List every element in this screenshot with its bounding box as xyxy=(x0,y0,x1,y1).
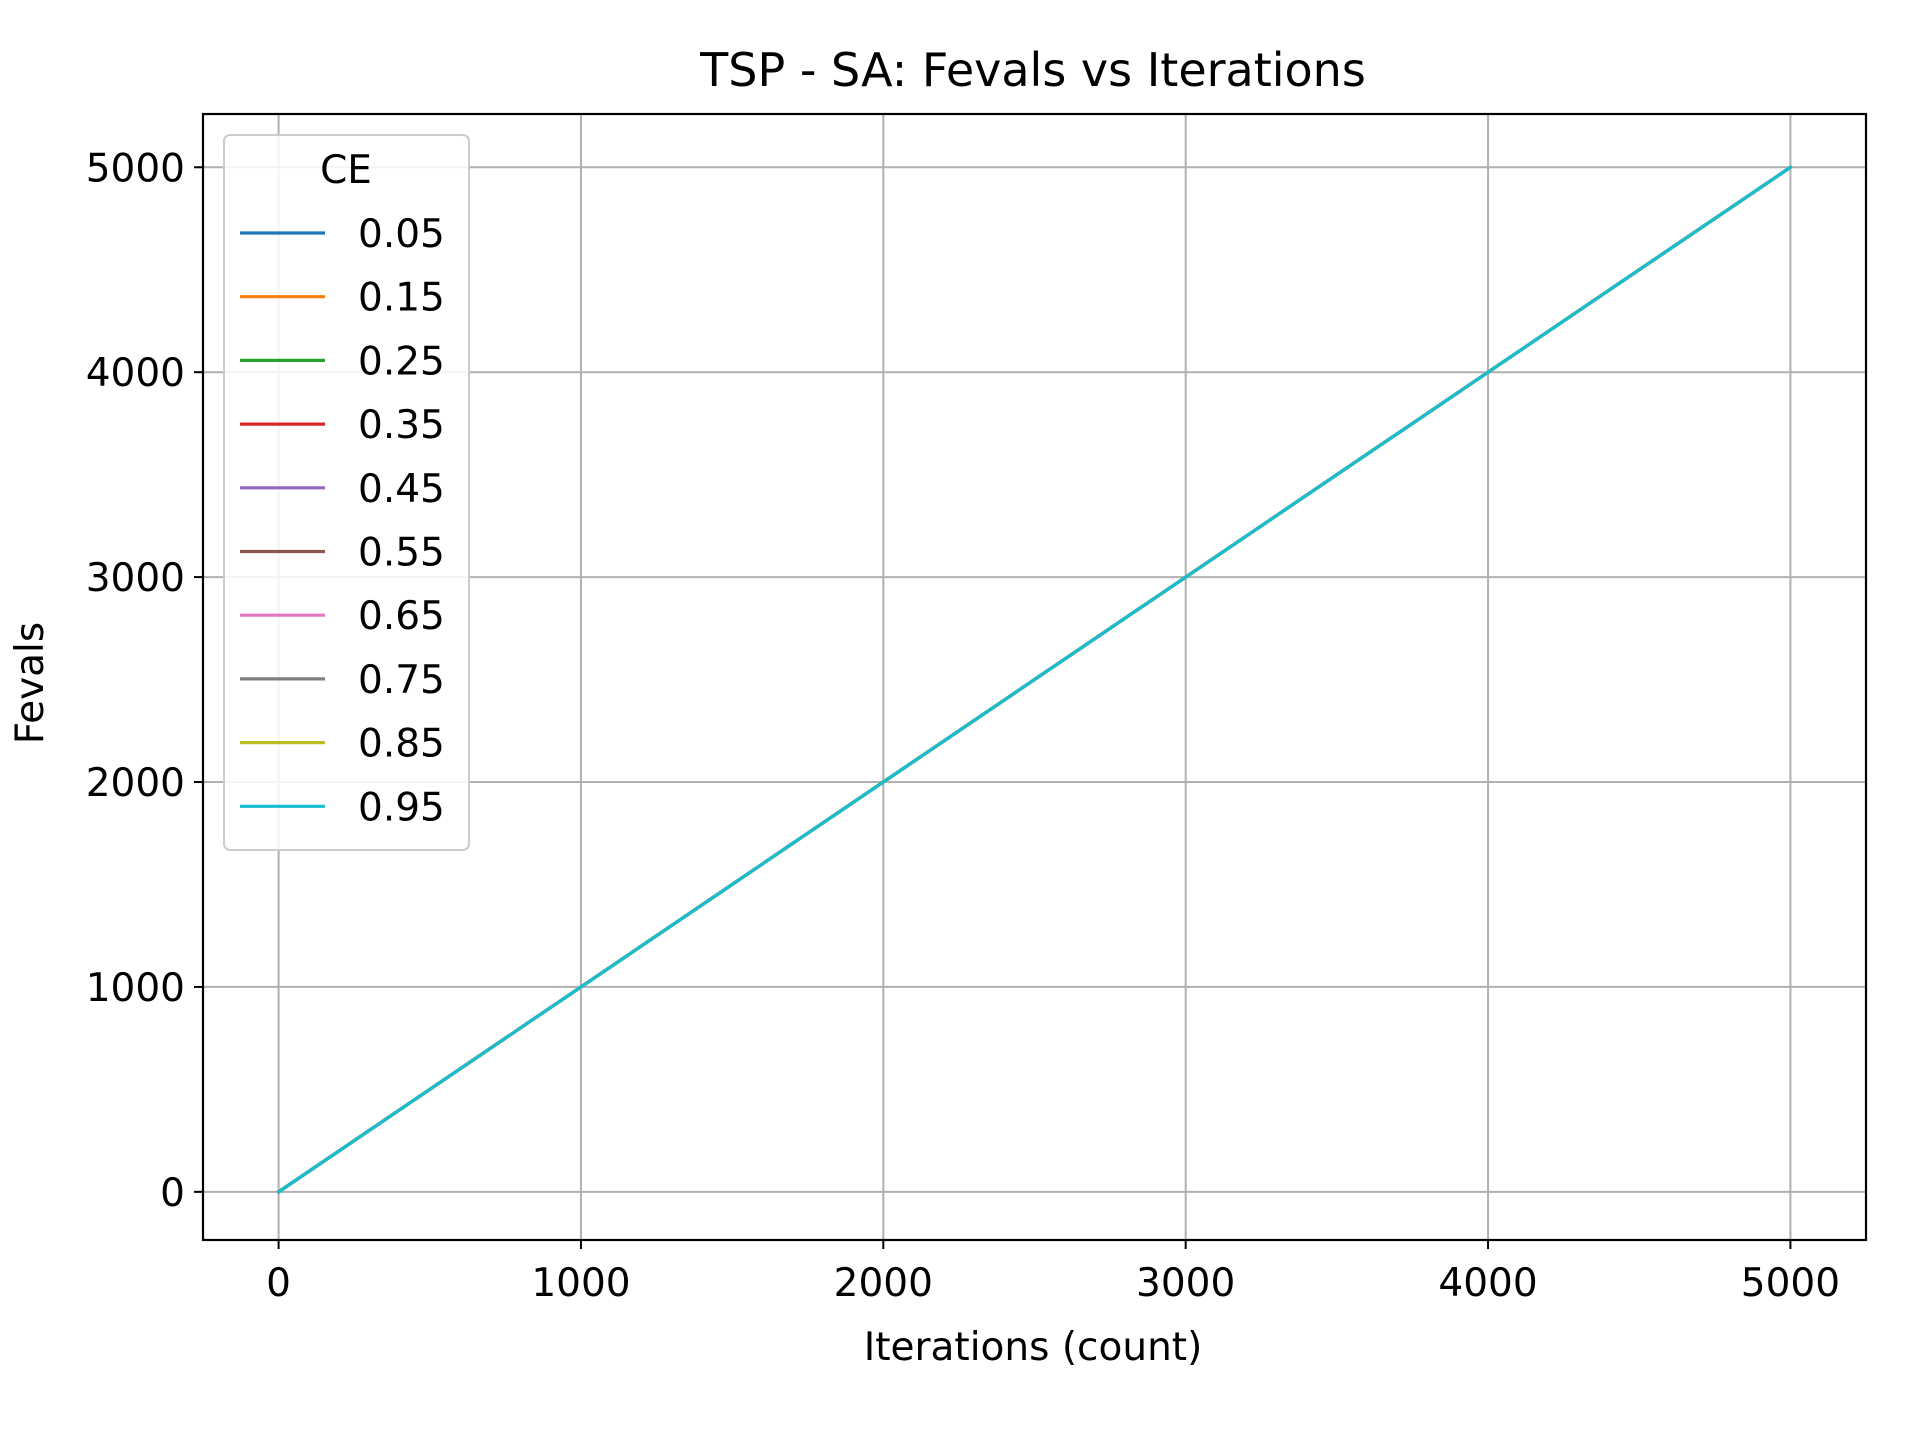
y-axis-ticks: 0 1000 2000 3000 4000 5000 xyxy=(86,146,203,1216)
legend-entries: 0.05 0.15 0.25 0.35 0.45 0.55 0.65 0.75 0.85 0.95 xyxy=(240,212,445,830)
y-tick-label: 1000 xyxy=(86,966,185,1011)
legend-title: CE xyxy=(320,148,372,193)
x-tick-label: 4000 xyxy=(1438,1261,1537,1306)
series-line xyxy=(276,165,1793,1195)
legend-label: 0.85 xyxy=(358,722,445,767)
y-tick-label: 3000 xyxy=(86,556,185,601)
plot-frame xyxy=(201,112,1868,1242)
legend-label: 0.45 xyxy=(358,467,445,512)
legend-box xyxy=(223,134,470,851)
legend-label: 0.65 xyxy=(358,594,445,639)
legend-label: 0.95 xyxy=(358,785,445,830)
y-tick-label: 0 xyxy=(160,1171,185,1216)
legend-label: 0.35 xyxy=(358,403,445,448)
y-tick-label: 4000 xyxy=(86,351,185,396)
y-axis-label: Fevals xyxy=(8,622,53,744)
x-tick-label: 3000 xyxy=(1136,1261,1235,1306)
legend: CE 0.050.150.250.350.450.550.650.750.850… xyxy=(223,134,470,851)
chart-title: TSP - SA: Fevals vs Iterations xyxy=(699,43,1366,97)
x-axis-label: Iterations (count) xyxy=(864,1325,1203,1370)
legend-label: 0.15 xyxy=(358,276,445,321)
legend-label: 0.05 xyxy=(358,212,445,257)
grid xyxy=(203,114,1866,1240)
y-tick-label: 5000 xyxy=(86,146,185,191)
legend-label: 0.55 xyxy=(358,531,445,576)
legend-label: 0.75 xyxy=(358,658,445,703)
x-tick-label: 5000 xyxy=(1741,1261,1840,1306)
series-lines xyxy=(276,165,1793,1195)
legend-label: 0.25 xyxy=(358,339,445,384)
x-tick-label: 2000 xyxy=(834,1261,933,1306)
x-axis-ticks: 0 1000 2000 3000 4000 5000 xyxy=(266,1240,1840,1306)
x-tick-label: 0 xyxy=(266,1261,291,1306)
x-tick-label: 1000 xyxy=(531,1261,630,1306)
y-tick-label: 2000 xyxy=(86,761,185,806)
